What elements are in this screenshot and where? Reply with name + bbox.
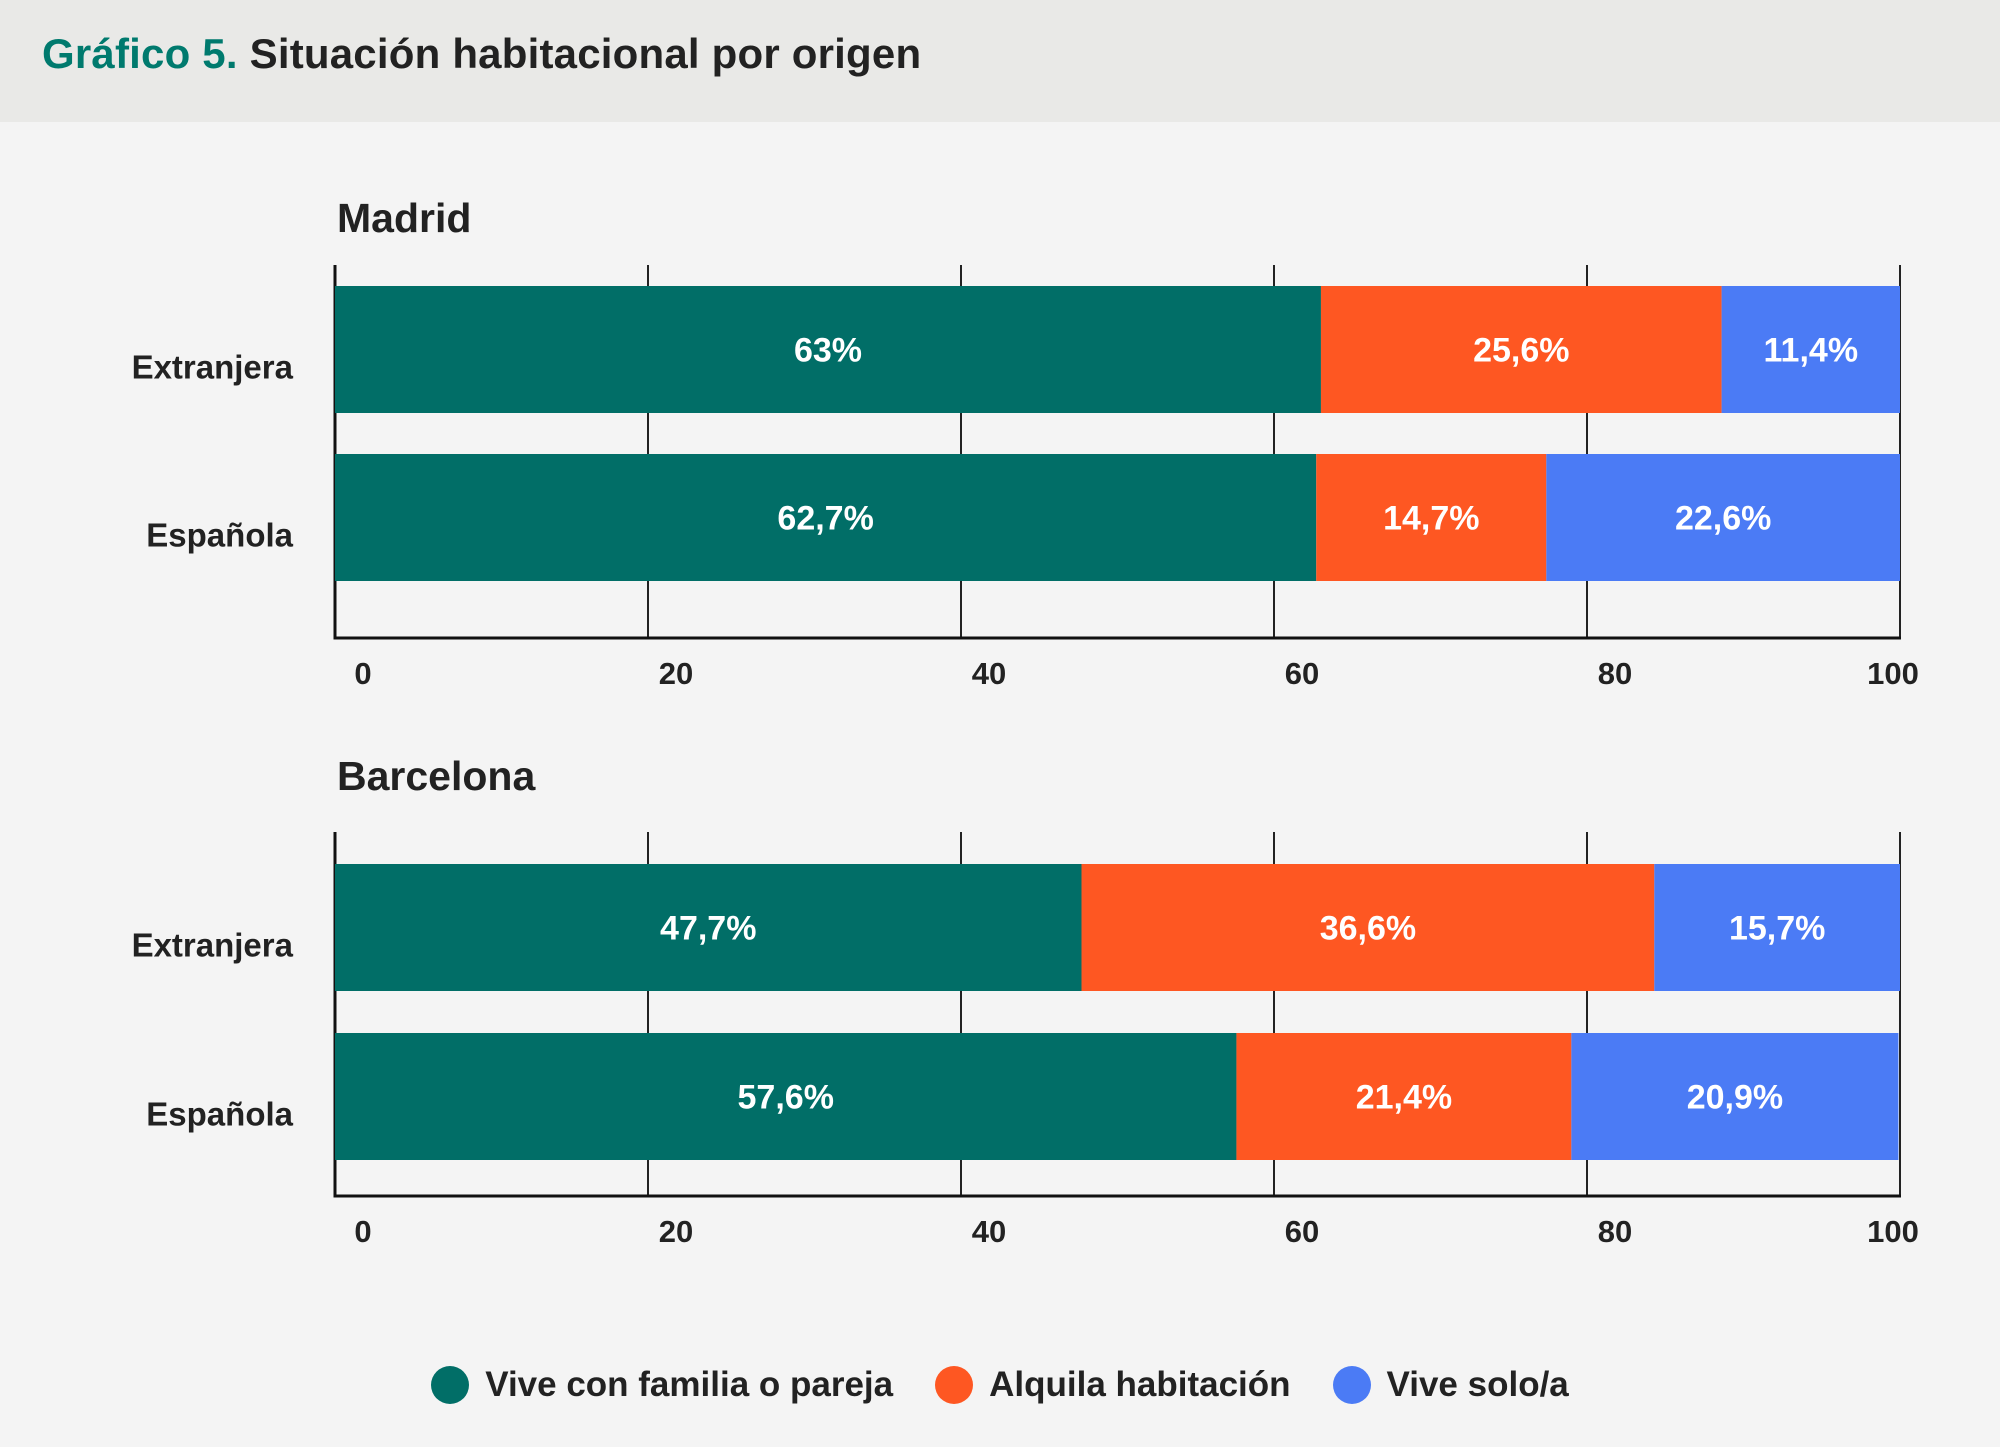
bar-madrid-española-family — [335, 454, 1317, 581]
legend-swatch-alone — [1332, 1366, 1371, 1404]
figure-number: Gráfico 5. — [42, 30, 238, 77]
legend-item-room: Alquila habitación — [935, 1365, 1291, 1405]
data-label-madrid-extranjera-room: 25,6% — [1473, 332, 1569, 370]
data-label-barcelona-extranjera-family: 47,7% — [660, 910, 756, 948]
x-tick-label-madrid: 60 — [1285, 656, 1319, 691]
category-label-madrid-extranjera: Extranjera — [132, 349, 294, 386]
x-tick-label-madrid: 20 — [659, 656, 693, 691]
panel-title-barcelona: Barcelona — [337, 753, 536, 799]
legend-label-alone: Vive solo/a — [1386, 1365, 1569, 1404]
bar-barcelona-española-room — [1236, 1033, 1572, 1160]
x-tick-label-barcelona: 60 — [1285, 1214, 1319, 1249]
legend-item-family: Vive con familia o pareja — [431, 1365, 893, 1405]
bar-barcelona-española-alone — [1571, 1033, 1899, 1160]
bar-barcelona-extranjera-family — [335, 864, 1082, 991]
data-label-barcelona-española-alone: 20,9% — [1687, 1079, 1783, 1117]
bar-madrid-extranjera-alone — [1721, 286, 1900, 413]
data-label-madrid-española-room: 14,7% — [1383, 500, 1479, 538]
legend-label-family: Vive con familia o pareja — [485, 1365, 894, 1404]
data-label-barcelona-extranjera-alone: 15,7% — [1729, 910, 1825, 948]
data-label-barcelona-española-room: 21,4% — [1356, 1079, 1452, 1117]
bar-barcelona-extranjera-alone — [1654, 864, 1900, 991]
legend-swatch-room — [935, 1366, 974, 1404]
category-label-barcelona-extranjera: Extranjera — [132, 927, 294, 964]
x-tick-label-madrid: 40 — [972, 656, 1006, 691]
x-tick-label-barcelona: 0 — [354, 1214, 371, 1249]
data-label-madrid-extranjera-alone: 11,4% — [1764, 332, 1859, 370]
data-label-madrid-extranjera-family: 63% — [794, 332, 862, 370]
x-tick-label-barcelona: 20 — [659, 1214, 693, 1249]
data-label-madrid-española-alone: 22,6% — [1675, 500, 1771, 538]
data-label-madrid-española-family: 62,7% — [777, 500, 873, 538]
x-tick-label-barcelona: 100 — [1867, 1214, 1919, 1249]
bar-madrid-extranjera-room — [1320, 286, 1722, 413]
data-label-barcelona-extranjera-room: 36,6% — [1320, 910, 1416, 948]
x-tick-label-barcelona: 80 — [1598, 1214, 1632, 1249]
chart-header: Gráfico 5. Situación habitacional por or… — [0, 0, 2000, 122]
legend-swatch-family — [431, 1366, 470, 1404]
bar-madrid-española-alone — [1546, 454, 1900, 581]
legend-label-room: Alquila habitación — [989, 1365, 1291, 1404]
figure-title: Situación habitacional por origen — [249, 30, 922, 77]
x-tick-label-madrid: 100 — [1867, 656, 1919, 691]
panel-title-madrid: Madrid — [337, 195, 471, 241]
legend-item-alone: Vive solo/a — [1332, 1365, 1569, 1405]
bar-madrid-extranjera-family — [335, 286, 1321, 413]
category-label-madrid-española: Española — [146, 517, 293, 554]
bar-barcelona-española-family — [335, 1033, 1237, 1160]
bar-barcelona-extranjera-room — [1081, 864, 1655, 991]
data-label-barcelona-española-family: 57,6% — [738, 1079, 834, 1117]
x-tick-label-madrid: 0 — [354, 656, 371, 691]
x-tick-label-madrid: 80 — [1598, 656, 1632, 691]
category-label-barcelona-española: Española — [146, 1096, 293, 1133]
x-tick-label-barcelona: 40 — [972, 1214, 1006, 1249]
bar-madrid-española-room — [1316, 454, 1547, 581]
page-title: Gráfico 5. Situación habitacional por or… — [42, 30, 921, 78]
chart-legend: Vive con familia o pareja Alquila habita… — [0, 1365, 2000, 1405]
